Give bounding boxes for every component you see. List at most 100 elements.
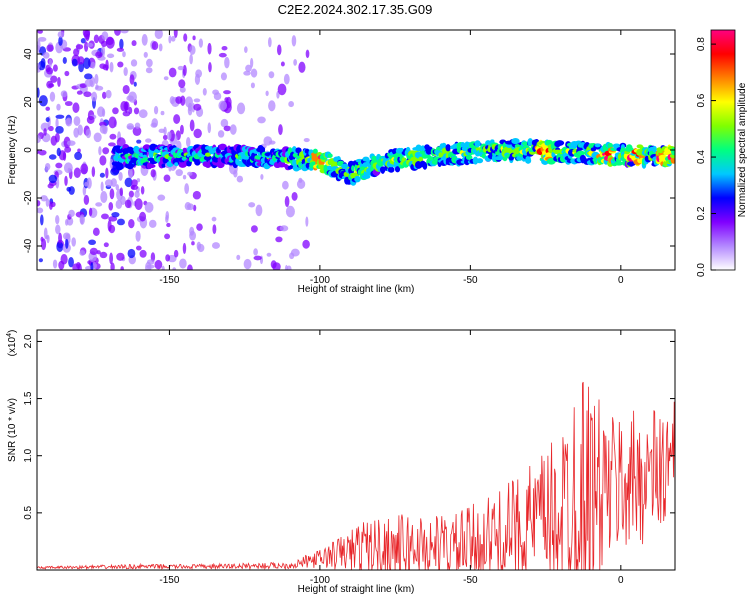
heatmap-cell (37, 207, 44, 214)
heatmap-cell (48, 125, 54, 132)
heatmap-cell (62, 232, 71, 240)
heatmap-cell (72, 263, 80, 270)
heatmap-cell (82, 185, 87, 196)
heatmap-cell (288, 100, 294, 108)
heatmap-cell (78, 61, 85, 73)
heatmap-cell (163, 174, 171, 183)
heatmap-panel: -150 -100 -50 0 -40 -20 0 20 40 Height of straig… (7, 29, 676, 295)
heatmap-cell (90, 262, 94, 270)
heatmap-cell (286, 265, 292, 270)
heatmap-cell (277, 44, 282, 56)
heatmap-cell (64, 101, 73, 107)
heatmap-cell (277, 162, 286, 167)
heatmap-cell (62, 151, 67, 161)
heatmap-cell (132, 126, 142, 137)
heatmap-cell (56, 147, 61, 157)
heatmap-cell (95, 51, 103, 59)
heatmap-cell (40, 214, 44, 226)
heatmap-cell (670, 156, 675, 164)
heatmap-cell (64, 175, 68, 186)
heatmap-cell (99, 124, 107, 134)
heatmap-cell (165, 254, 171, 262)
heatmap-cell (187, 105, 193, 116)
heatmap-cell (40, 122, 50, 132)
heatmap-cell (55, 214, 60, 225)
heatmap-cell (265, 90, 269, 97)
heatmap-cell (224, 56, 230, 69)
heatmap-y-axis-label: Frequency (Hz) (7, 116, 18, 185)
heatmap-cell (129, 74, 135, 85)
heatmap-cell (148, 219, 157, 228)
y-tick-label: 0 (23, 147, 34, 153)
heatmap-cell (98, 146, 102, 156)
heatmap-cell (65, 238, 69, 249)
heatmap-cell (41, 132, 51, 143)
heatmap-cell (291, 35, 297, 47)
heatmap-cell (94, 73, 99, 85)
heatmap-cell (52, 259, 58, 269)
heatmap-cell (218, 100, 227, 111)
y-tick-label: 20 (23, 96, 34, 108)
heatmap-cell (95, 202, 103, 207)
heatmap-cell (37, 87, 40, 98)
heatmap-cell (56, 241, 64, 253)
heatmap-cell (283, 73, 290, 85)
heatmap-cell (293, 59, 298, 66)
heatmap-cell (109, 61, 114, 73)
heatmap-cell (236, 254, 241, 260)
heatmap-cell (250, 82, 255, 89)
heatmap-cell (52, 64, 58, 72)
heatmap-cell (172, 267, 177, 270)
heatmap-cell (185, 96, 193, 108)
heatmap-cell (279, 225, 289, 232)
heatmap-cell (161, 265, 165, 270)
heatmap-cell (218, 52, 227, 58)
heatmap-cell (189, 45, 196, 55)
heatmap-cell (289, 252, 295, 260)
x-tick-label: 0 (618, 575, 624, 586)
y-tick-label: -40 (23, 238, 34, 253)
heatmap-cell (280, 61, 285, 67)
snr-scale-prefix: (x10 (7, 336, 18, 356)
heatmap-cell (73, 48, 80, 57)
heatmap-cell (37, 200, 41, 207)
heatmap-cell (182, 174, 187, 180)
heatmap-cell (37, 30, 43, 34)
chart-title: C2E2.2024.302.17.35.G09 (277, 2, 433, 17)
heatmap-cell (186, 136, 191, 148)
heatmap-cell (40, 195, 48, 202)
heatmap-cell (134, 198, 143, 211)
heatmap-cell (607, 142, 614, 149)
heatmap-cell (108, 224, 116, 234)
heatmap-cell (270, 260, 277, 269)
heatmap-cell (150, 169, 156, 178)
heatmap-cell (250, 225, 258, 233)
heatmap-cell (130, 59, 138, 67)
heatmap-cell (157, 194, 166, 201)
heatmap-cell (54, 132, 60, 143)
heatmap-cell (158, 43, 163, 52)
heatmap-cell (671, 147, 675, 156)
heatmap-cell (164, 233, 171, 240)
heatmap-cell (327, 153, 333, 158)
heatmap-cell (614, 161, 624, 166)
heatmap-cell (236, 102, 246, 115)
snr-background (37, 330, 675, 570)
heatmap-cell (472, 156, 479, 165)
heatmap-cell (124, 101, 129, 114)
heatmap-cell (79, 83, 87, 89)
heatmap-cell (170, 35, 176, 42)
heatmap-cell (153, 105, 159, 115)
heatmap-cell (45, 117, 50, 123)
heatmap-cell (298, 61, 306, 73)
heatmap-cell (207, 42, 212, 55)
heatmap-cell (220, 72, 227, 81)
snr-x-axis-label: Height of straight line (km) (298, 584, 415, 595)
heatmap-cell (465, 154, 473, 160)
heatmap-cell (64, 70, 70, 77)
colorbar-tick-label: 0.0 (696, 263, 707, 277)
heatmap-cell (96, 250, 101, 255)
heatmap-cell (99, 172, 105, 178)
heatmap-cell (175, 96, 183, 104)
heatmap-cell (68, 209, 75, 218)
